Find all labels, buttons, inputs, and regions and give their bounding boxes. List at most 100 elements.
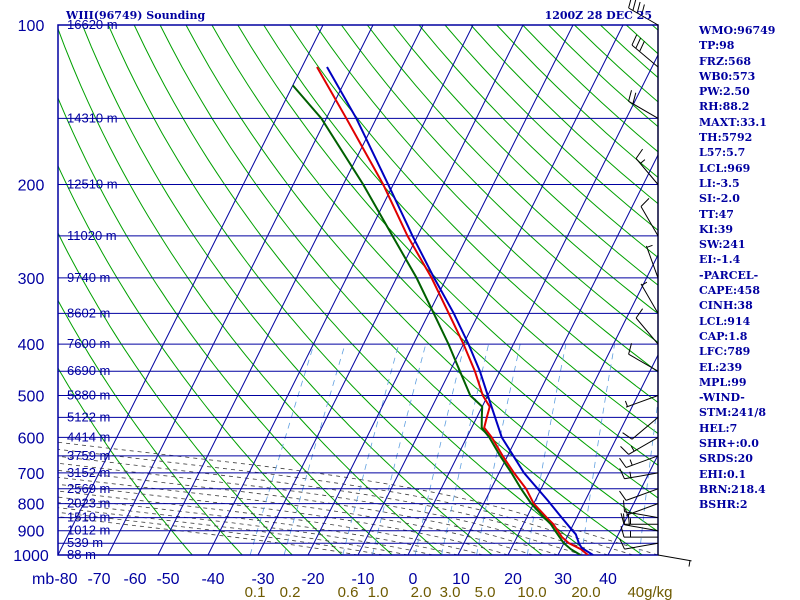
mixing-ratio-label: 0.6 xyxy=(338,584,359,600)
parcel-profile xyxy=(326,66,594,555)
height-label: 1012 m xyxy=(67,523,110,538)
temperature-tick-label: -30 xyxy=(251,571,274,588)
stability-indices: WMO:96749 TP:98 FRZ:568 WB0:573 PW:2.50 RH:88… xyxy=(699,23,799,513)
temperature-tick-label: -50 xyxy=(156,571,179,588)
index-item: TH:5792 xyxy=(699,131,753,145)
wind-barb xyxy=(657,554,692,567)
index-item: RH:88.2 xyxy=(699,100,750,114)
isotherm-line xyxy=(607,453,658,555)
wind-barb xyxy=(628,343,659,372)
height-label: 8602 m xyxy=(67,305,110,320)
height-label: 14310 m xyxy=(67,110,118,125)
index-item: KI:39 xyxy=(699,222,734,236)
temperature-profile xyxy=(316,66,589,555)
height-label: 539 m xyxy=(67,535,103,550)
index-item: SHR+:0.0 xyxy=(699,437,759,451)
isotherm-line xyxy=(357,25,624,555)
pressure-tick-label: 300 xyxy=(18,271,45,288)
height-label: 6690 m xyxy=(67,363,110,378)
mixing-ratio-label: 1.0 xyxy=(368,584,389,600)
pressure-axis-label: mb xyxy=(32,571,54,588)
moist-adiabat xyxy=(58,476,534,555)
pressure-tick-label: 200 xyxy=(18,178,45,195)
height-label: 5880 m xyxy=(67,387,110,402)
height-label: 12510 m xyxy=(67,177,118,192)
height-label: 2569 m xyxy=(67,481,110,496)
wind-barb xyxy=(631,34,659,68)
moist-adiabat xyxy=(58,502,434,555)
moist-adiabat xyxy=(58,511,384,555)
wind-barb xyxy=(619,455,659,468)
isotherm-line xyxy=(157,25,424,555)
index-item: TT:47 xyxy=(699,207,734,221)
dry-adiabat xyxy=(133,25,594,555)
pressure-tick-label: 800 xyxy=(18,497,45,514)
index-item: MAXT:33.1 xyxy=(699,115,767,129)
mixing-ratio-line xyxy=(342,343,400,555)
pressure-tick-label: 700 xyxy=(18,466,45,483)
height-label: 88 m xyxy=(67,547,96,562)
height-label: 4414 m xyxy=(67,429,110,444)
adiabat-lines xyxy=(58,25,658,555)
index-item: CINH:38 xyxy=(699,299,753,313)
isotherm-line xyxy=(507,253,658,555)
pressure-tick-label: 500 xyxy=(18,388,45,405)
index-item: BSHR:2 xyxy=(699,498,748,512)
wind-barb xyxy=(645,244,659,279)
wind-barb xyxy=(628,90,659,119)
dry-adiabat xyxy=(58,299,243,555)
height-label: 7600 m xyxy=(67,336,110,351)
chart-time: 1200Z 28 DEC 25 xyxy=(545,9,652,22)
mixing-ratio-label: 2.0 xyxy=(411,584,432,600)
pressure-tick-label: 1000 xyxy=(13,548,49,565)
chart-title: WIII(96749) Sounding xyxy=(65,9,205,22)
index-item: -PARCEL- xyxy=(699,268,759,282)
sounding-profiles xyxy=(292,66,594,555)
moist-adiabat xyxy=(58,455,609,555)
index-item: SW:241 xyxy=(699,238,746,252)
grid-lines xyxy=(57,24,659,556)
wind-barb xyxy=(640,281,659,314)
isotherm-line xyxy=(107,25,374,555)
wind-barb xyxy=(624,503,659,516)
temperature-tick-label: 20 xyxy=(504,571,522,588)
index-item: STM:241/8 xyxy=(699,406,766,420)
pressure-tick-label: 900 xyxy=(18,524,45,541)
index-item: WMO:96749 xyxy=(699,24,776,37)
index-item: PW:2.50 xyxy=(699,85,750,99)
temperature-tick-label: -40 xyxy=(201,571,224,588)
mixing-ratio-label: 40g/kg xyxy=(627,584,672,600)
pressure-tick-label: 600 xyxy=(18,430,45,447)
wind-barb xyxy=(620,525,658,538)
wind-barb xyxy=(620,436,659,455)
mixing-ratio-label: 20.0 xyxy=(571,584,600,600)
moist-adiabat xyxy=(58,483,509,555)
height-label: 5122 m xyxy=(67,409,110,424)
temperature-tick-label: -80 xyxy=(54,571,77,588)
index-item: LCL:969 xyxy=(699,161,751,175)
wind-barb xyxy=(620,513,658,525)
mixing-ratio-label: 0.2 xyxy=(280,584,301,600)
mixing-ratio-line xyxy=(639,398,658,555)
mixing-ratio-label: 3.0 xyxy=(440,584,461,600)
isotherm-line xyxy=(457,153,658,555)
index-item: LFC:789 xyxy=(699,345,751,359)
isotherm-line xyxy=(207,25,474,555)
wind-barb xyxy=(623,500,659,519)
dry-adiabat xyxy=(58,231,293,555)
mixing-ratio-line xyxy=(526,344,567,555)
index-item: LI:-3.5 xyxy=(699,176,740,190)
wind-barb xyxy=(619,468,659,480)
temperature-tick-label: 30 xyxy=(554,571,572,588)
isotherm-line xyxy=(257,25,524,555)
height-label: 1510 m xyxy=(67,510,110,525)
mixing-ratio-label: 10.0 xyxy=(517,584,546,600)
index-item: BRN:218.4 xyxy=(699,482,766,496)
index-item: SI:-2.0 xyxy=(699,192,740,206)
dry-adiabat xyxy=(58,367,193,555)
pressure-tick-label: 400 xyxy=(18,337,45,354)
index-item: CAP:1.8 xyxy=(699,329,748,343)
index-item: HEL:7 xyxy=(699,421,738,435)
